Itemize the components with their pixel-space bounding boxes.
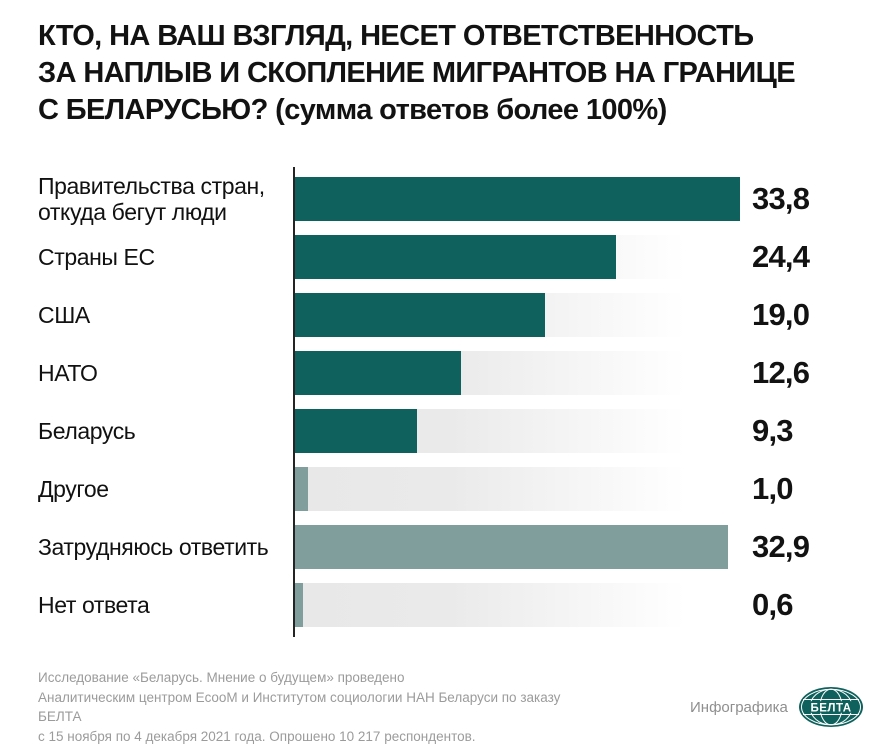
bar-area [293,467,738,511]
bar-fill [295,583,303,627]
chart-title: КТО, НА ВАШ ВЗГЛЯД, НЕСЕТ ОТВЕТСТВЕННОСТ… [38,18,838,129]
bar-category-label: Нет ответа [38,592,150,618]
bar-row: НАТО 12,6 [38,344,838,402]
bar-category-label: Беларусь [38,418,136,444]
bar-fill [295,409,418,453]
bar-value: 1,0 [752,471,793,506]
bar-rows: Правительства стран, откуда бегут люди 33… [38,170,838,634]
bar-row: Правительства стран, откуда бегут люди 33… [38,170,838,228]
bar-row: Беларусь 9,3 [38,402,838,460]
chart-title-line-3: С БЕЛАРУСЬЮ? (сумма ответов более 100%) [38,94,667,126]
bar-value: 0,6 [752,587,793,622]
bar-row: Страны ЕС 24,4 [38,228,838,286]
bar-fill [295,351,461,395]
bar-area [293,235,738,279]
bar-track [295,467,738,511]
bar-value: 12,6 [752,355,810,390]
bar-row: США 19,0 [38,286,838,344]
bar-value: 19,0 [752,297,810,332]
infographic-credit-label: Инфографика [690,698,788,716]
bar-area [293,583,738,627]
bar-value: 32,9 [752,529,810,564]
bar-track [295,583,738,627]
svg-text:БЕЛТА: БЕЛТА [810,703,851,715]
bar-fill [295,177,740,221]
credits: Инфографика БЕЛТА [690,686,863,728]
bar-area [293,409,738,453]
chart-title-line-2: ЗА НАПЛЫВ И СКОПЛЕНИЕ МИГРАНТОВ НА ГРАНИ… [38,57,796,89]
bar-category-label: Затрудняюсь ответить [38,534,269,560]
bar-category-label: НАТО [38,360,98,386]
source-note: Исследование «Беларусь. Мнение о будущем… [38,668,598,746]
bar-area [293,525,738,569]
bar-row: Затрудняюсь ответить 32,9 [38,518,838,576]
bar-value: 24,4 [752,239,810,274]
bar-fill [295,467,309,511]
bar-fill [295,525,729,569]
bar-row: Нет ответа 0,6 [38,576,838,634]
chart-title-line-1: КТО, НА ВАШ ВЗГЛЯД, НЕСЕТ ОТВЕТСТВЕННОСТ… [38,20,754,52]
source-note-line-3: с 15 ноября по 4 декабря 2021 года. Опро… [38,728,476,744]
bar-category-label: Другое [38,476,109,502]
bar-row: Другое 1,0 [38,460,838,518]
bar-chart: Правительства стран, откуда бегут люди 33… [38,167,838,637]
bar-area [293,177,740,221]
source-note-line-2: Аналитическим центром EcooM и Институтом… [38,689,561,725]
belta-logo-icon: БЕЛТА [798,687,863,727]
y-axis-line [293,167,295,637]
bar-category-label: Страны ЕС [38,244,155,270]
bar-area [293,351,738,395]
bar-category-label: Правительства стран, откуда бегут люди [38,173,265,225]
bar-value: 9,3 [752,413,793,448]
bar-area [293,293,738,337]
bar-fill [295,293,546,337]
bar-value: 33,8 [752,181,810,216]
bar-category-label: США [38,302,90,328]
source-note-line-1: Исследование «Беларусь. Мнение о будущем… [38,670,405,685]
bar-fill [295,235,617,279]
